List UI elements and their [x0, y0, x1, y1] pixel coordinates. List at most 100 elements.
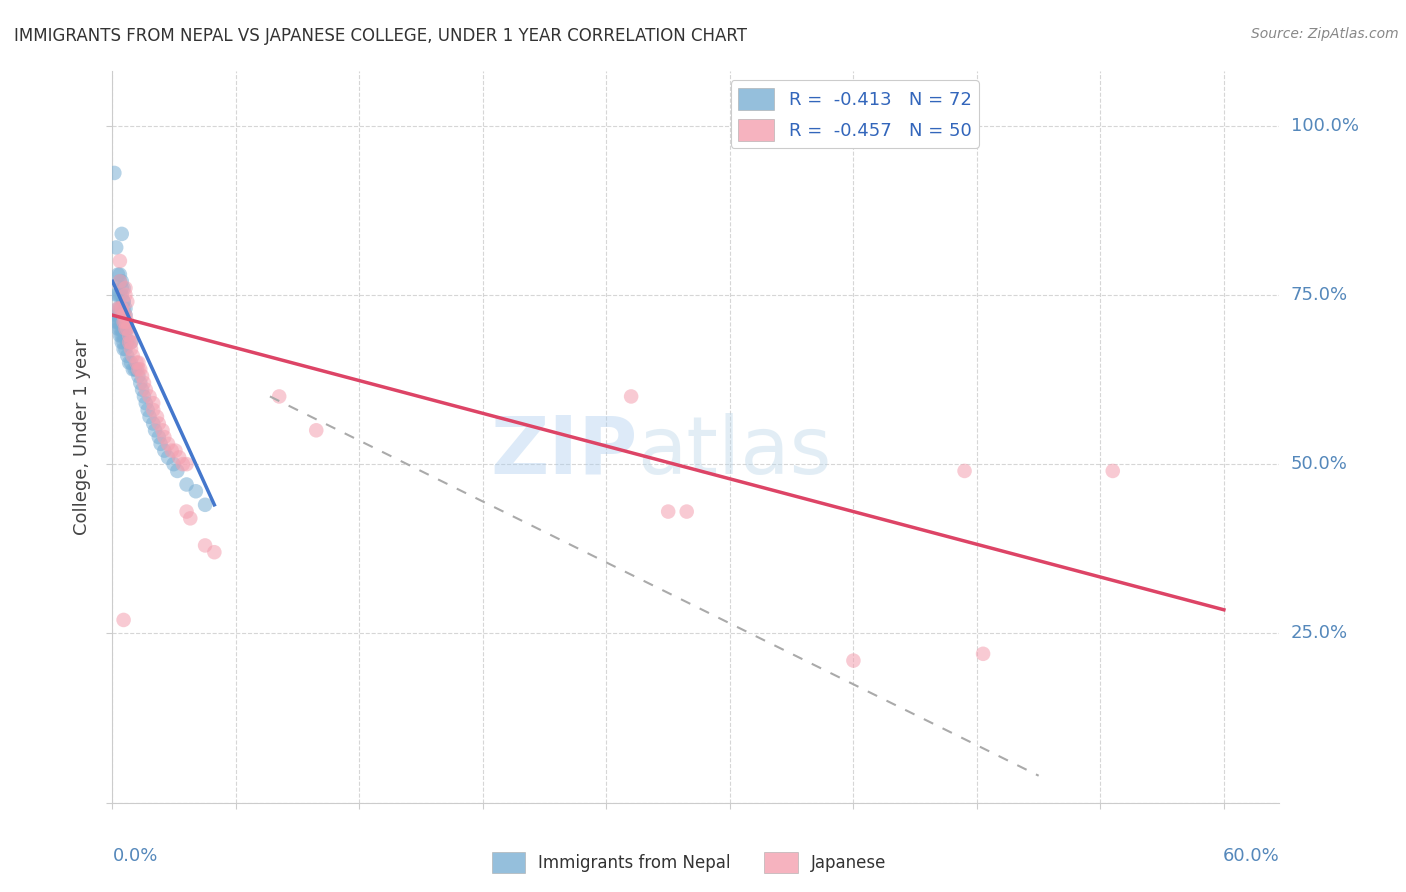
Point: [127, 369, 149, 384]
Point: [111, 281, 134, 295]
Point: [105, 308, 128, 322]
Point: [176, 505, 198, 519]
Point: [121, 362, 143, 376]
Point: [118, 355, 141, 369]
Point: [1101, 464, 1123, 478]
Point: [146, 409, 169, 424]
Point: [117, 294, 139, 309]
Point: [107, 288, 129, 302]
Point: [157, 437, 180, 451]
Point: [131, 383, 153, 397]
Point: [118, 328, 141, 343]
Point: [142, 396, 165, 410]
Text: 50.0%: 50.0%: [1291, 455, 1347, 473]
Point: [620, 389, 643, 403]
Point: [103, 166, 125, 180]
Point: [953, 464, 976, 478]
Point: [117, 349, 139, 363]
Point: [127, 355, 149, 369]
Point: [120, 335, 142, 350]
Point: [108, 254, 131, 268]
Point: [129, 376, 152, 390]
Legend: Immigrants from Nepal, Japanese: Immigrants from Nepal, Japanese: [485, 846, 893, 880]
Point: [269, 389, 291, 403]
Point: [162, 457, 184, 471]
Point: [179, 511, 201, 525]
Point: [120, 335, 142, 350]
Point: [114, 315, 136, 329]
Point: [111, 227, 134, 241]
Point: [114, 301, 136, 316]
Text: 0.0%: 0.0%: [112, 847, 157, 864]
Point: [135, 383, 157, 397]
Text: atlas: atlas: [638, 413, 832, 491]
Point: [131, 369, 153, 384]
Point: [111, 322, 134, 336]
Point: [112, 322, 135, 336]
Point: [108, 274, 131, 288]
Point: [114, 342, 136, 356]
Y-axis label: College, Under 1 year: College, Under 1 year: [73, 339, 91, 535]
Point: [111, 335, 134, 350]
Text: IMMIGRANTS FROM NEPAL VS JAPANESE COLLEGE, UNDER 1 YEAR CORRELATION CHART: IMMIGRANTS FROM NEPAL VS JAPANESE COLLEG…: [14, 27, 747, 45]
Point: [111, 328, 134, 343]
Point: [112, 308, 135, 322]
Point: [105, 240, 128, 254]
Point: [112, 342, 135, 356]
Point: [142, 403, 165, 417]
Point: [184, 484, 207, 499]
Point: [117, 315, 139, 329]
Text: Source: ZipAtlas.com: Source: ZipAtlas.com: [1251, 27, 1399, 41]
Point: [176, 477, 198, 491]
Point: [114, 315, 136, 329]
Point: [107, 308, 129, 322]
Point: [153, 443, 176, 458]
Point: [194, 538, 217, 552]
Point: [105, 315, 128, 329]
Point: [132, 376, 155, 390]
Point: [305, 423, 328, 437]
Point: [121, 349, 143, 363]
Point: [107, 322, 129, 336]
Point: [194, 498, 217, 512]
Text: 75.0%: 75.0%: [1291, 285, 1348, 304]
Point: [111, 308, 134, 322]
Point: [108, 268, 131, 282]
Point: [149, 437, 172, 451]
Point: [112, 328, 135, 343]
Point: [112, 308, 135, 322]
Point: [842, 654, 865, 668]
Point: [117, 322, 139, 336]
Point: [108, 288, 131, 302]
Point: [129, 362, 152, 376]
Point: [153, 430, 176, 444]
Point: [136, 403, 159, 417]
Point: [657, 505, 679, 519]
Point: [125, 355, 148, 369]
Point: [107, 301, 129, 316]
Text: 25.0%: 25.0%: [1291, 624, 1348, 642]
Point: [143, 423, 166, 437]
Point: [675, 505, 697, 519]
Point: [157, 450, 180, 465]
Point: [108, 328, 131, 343]
Point: [112, 294, 135, 309]
Point: [114, 328, 136, 343]
Point: [138, 389, 160, 403]
Point: [165, 443, 187, 458]
Point: [108, 301, 131, 316]
Point: [111, 315, 134, 329]
Point: [112, 315, 135, 329]
Point: [120, 342, 142, 356]
Point: [111, 301, 134, 316]
Point: [142, 417, 165, 431]
Point: [117, 335, 139, 350]
Point: [114, 308, 136, 322]
Point: [108, 274, 131, 288]
Point: [972, 647, 994, 661]
Point: [107, 268, 129, 282]
Point: [111, 288, 134, 302]
Point: [108, 301, 131, 316]
Point: [108, 308, 131, 322]
Text: 100.0%: 100.0%: [1291, 117, 1358, 135]
